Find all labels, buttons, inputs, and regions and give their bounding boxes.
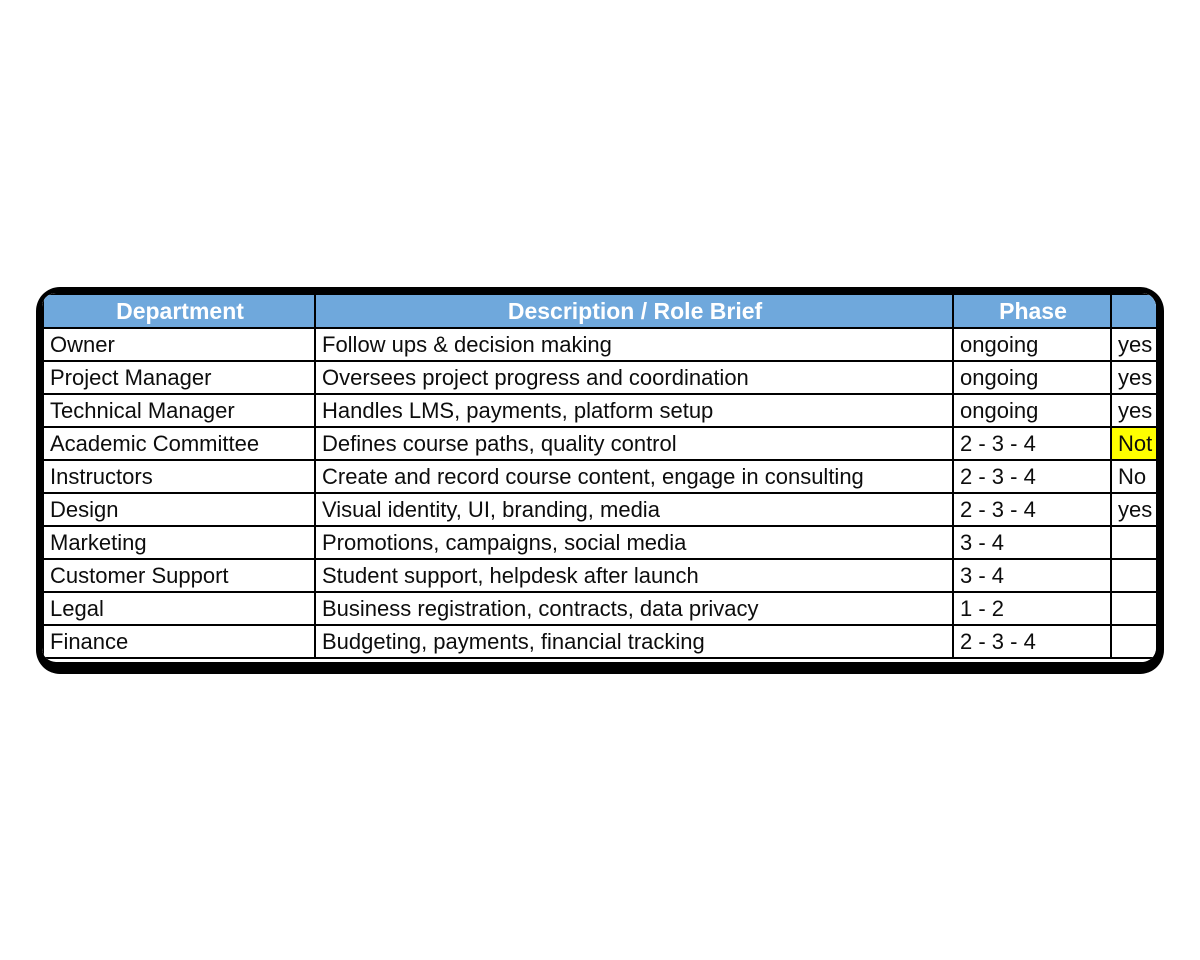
status-cell — [1110, 558, 1156, 593]
description-cell: Create and record course content, engage… — [314, 459, 954, 494]
phase-cell: ongoing — [952, 360, 1112, 395]
table-frame: Department Description / Role Brief Phas… — [36, 287, 1164, 674]
description-cell: Visual identity, UI, branding, media — [314, 492, 954, 527]
status-cell — [1110, 591, 1156, 626]
table-row: Project Manager Oversees project progres… — [42, 360, 1156, 395]
phase-cell: 3 - 4 — [952, 558, 1112, 593]
phase-cell: 2 - 3 - 4 — [952, 624, 1112, 659]
status-cell — [1110, 525, 1156, 560]
phase-cell: 2 - 3 - 4 — [952, 492, 1112, 527]
table-row: Marketing Promotions, campaigns, social … — [42, 525, 1156, 560]
status-cell: yes — [1110, 393, 1156, 428]
phase-cell: 2 - 3 - 4 — [952, 459, 1112, 494]
description-cell: Follow ups & decision making — [314, 327, 954, 362]
description-cell: Promotions, campaigns, social media — [314, 525, 954, 560]
department-cell: Academic Committee — [42, 426, 316, 461]
table-clip-region: Department Description / Role Brief Phas… — [42, 293, 1156, 662]
department-cell: Marketing — [42, 525, 316, 560]
header-row: Department Description / Role Brief Phas… — [42, 293, 1156, 329]
header-department: Department — [42, 293, 316, 329]
department-cell: Instructors — [42, 459, 316, 494]
header-description: Description / Role Brief — [314, 293, 954, 329]
description-cell: Defines course paths, quality control — [314, 426, 954, 461]
phase-cell: 3 - 4 — [952, 525, 1112, 560]
department-cell: Customer Support — [42, 558, 316, 593]
status-cell: yes — [1110, 492, 1156, 527]
status-cell-highlighted: Not f — [1110, 426, 1156, 461]
table-row: Design Visual identity, UI, branding, me… — [42, 492, 1156, 527]
description-cell: Student support, helpdesk after launch — [314, 558, 954, 593]
phase-cell: ongoing — [952, 327, 1112, 362]
header-phase: Phase — [952, 293, 1112, 329]
table-row: Instructors Create and record course con… — [42, 459, 1156, 494]
department-cell: Owner — [42, 327, 316, 362]
phase-cell: 1 - 2 — [952, 591, 1112, 626]
status-cell: yes — [1110, 327, 1156, 362]
department-cell: Legal — [42, 591, 316, 626]
description-cell: Handles LMS, payments, platform setup — [314, 393, 954, 428]
table-row: Academic Committee Defines course paths,… — [42, 426, 1156, 461]
description-cell: Business registration, contracts, data p… — [314, 591, 954, 626]
status-cell: yes — [1110, 360, 1156, 395]
table-row: Owner Follow ups & decision making ongoi… — [42, 327, 1156, 362]
table-row: Customer Support Student support, helpde… — [42, 558, 1156, 593]
roles-table: Department Description / Role Brief Phas… — [42, 293, 1156, 659]
status-cell: No — [1110, 459, 1156, 494]
table-row: Technical Manager Handles LMS, payments,… — [42, 393, 1156, 428]
department-cell: Design — [42, 492, 316, 527]
department-cell: Finance — [42, 624, 316, 659]
description-cell: Oversees project progress and coordinati… — [314, 360, 954, 395]
status-cell — [1110, 624, 1156, 659]
department-cell: Technical Manager — [42, 393, 316, 428]
table-row: Finance Budgeting, payments, financial t… — [42, 624, 1156, 659]
table-row: Legal Business registration, contracts, … — [42, 591, 1156, 626]
description-cell: Budgeting, payments, financial tracking — [314, 624, 954, 659]
department-cell: Project Manager — [42, 360, 316, 395]
phase-cell: 2 - 3 - 4 — [952, 426, 1112, 461]
header-status-clipped — [1110, 293, 1156, 329]
phase-cell: ongoing — [952, 393, 1112, 428]
